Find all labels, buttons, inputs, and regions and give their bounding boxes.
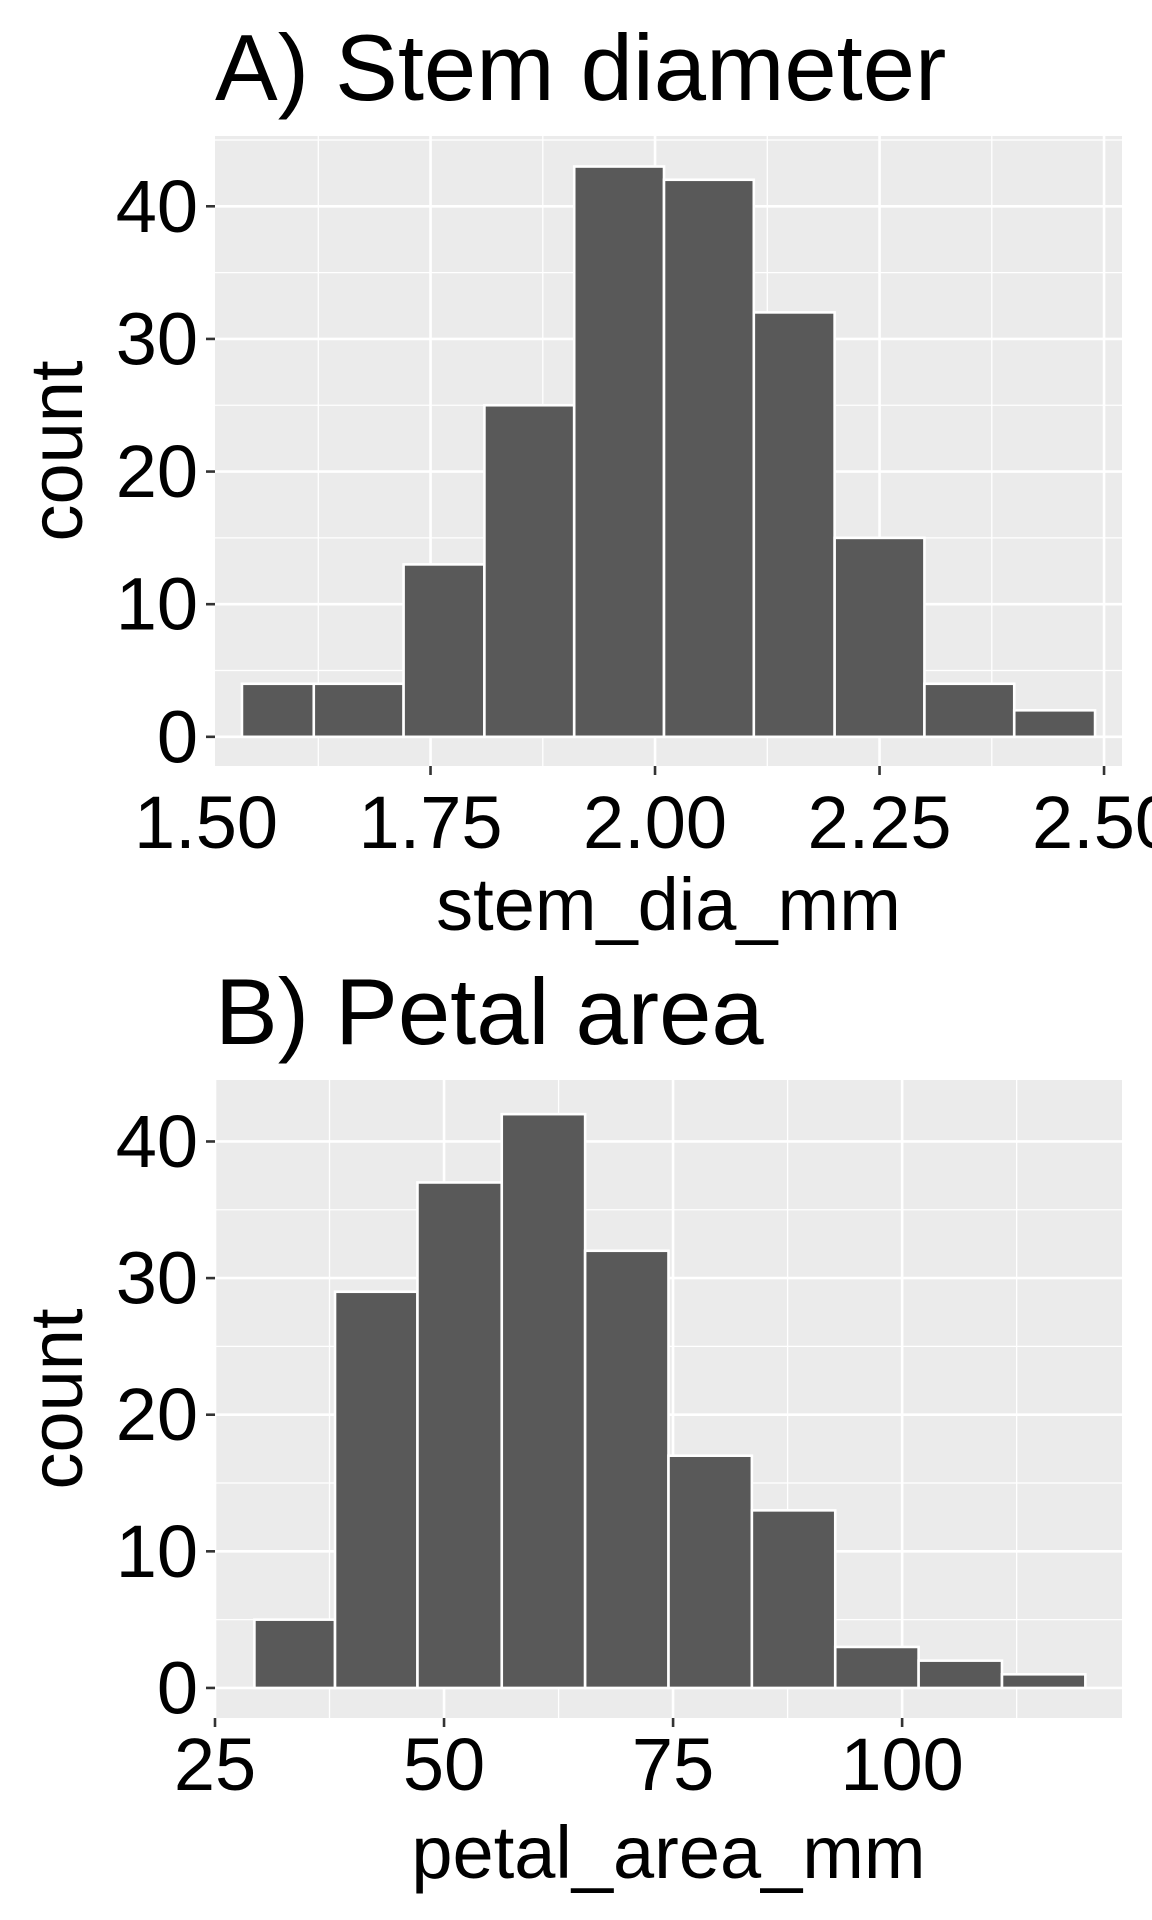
chart-2-bar-6 (667, 1454, 754, 1690)
chart-1-bar-7 (752, 311, 836, 739)
chart-1-bar-5 (572, 165, 666, 739)
chart-2-bar-5 (583, 1249, 670, 1690)
chart-1-x-tick-label: 1.50 (134, 781, 278, 864)
chart-2-bar-10 (1000, 1672, 1087, 1690)
chart-1-x-tick-label: 2.50 (1032, 781, 1152, 864)
chart-2-x-tick-label: 100 (840, 1723, 963, 1806)
chart-2-x-tick-label: 25 (174, 1723, 256, 1806)
chart-1-y-tick-label: 40 (116, 165, 198, 248)
chart-1-bar-3 (402, 563, 486, 739)
chart-1-y-tick-label: 30 (116, 297, 198, 380)
chart-2-x-tick-label: 50 (403, 1723, 485, 1806)
chart-1-bar-4 (483, 403, 576, 739)
chart-1-bar-8 (833, 536, 926, 739)
chart-1-x-tick-label: 1.75 (359, 781, 503, 864)
chart-1-y-axis-title: count (15, 360, 98, 541)
chart-2-y-tick-label: 0 (157, 1646, 198, 1729)
chart-1-y-tick-label: 0 (157, 695, 198, 778)
chart-1-x-axis-title: stem_dia_mm (436, 863, 901, 946)
chart-1-bar-6 (662, 178, 756, 739)
chart-1-x-tick-label: 2.25 (808, 781, 952, 864)
chart-1-y-tick-label: 10 (116, 563, 198, 646)
chart-2-bar-1 (253, 1618, 337, 1690)
chart-2-x-tick-label: 75 (632, 1723, 714, 1806)
chart-1-title: A) Stem diameter (215, 15, 946, 120)
chart-2-y-tick-label: 20 (116, 1373, 198, 1456)
chart-1-y-tick-label: 20 (116, 430, 198, 513)
chart-2-title: B) Petal area (215, 959, 764, 1064)
chart-2-y-tick-label: 30 (116, 1237, 198, 1320)
chart-2-bar-3 (416, 1181, 504, 1690)
chart-1-x-tick-label: 2.00 (583, 781, 727, 864)
chart-1-bar-1 (240, 682, 316, 739)
chart-2-bar-8 (833, 1645, 920, 1690)
chart-2-x-axis-title: petal_area_mm (411, 1811, 925, 1894)
chart-1-bar-2 (312, 682, 405, 739)
chart-2-bar-9 (917, 1659, 1004, 1690)
chart-2-y-tick-label: 10 (116, 1510, 198, 1593)
chart-2-y-tick-label: 40 (116, 1100, 198, 1183)
chart-2-y-axis-title: count (15, 1308, 98, 1489)
chart-2-bar-7 (750, 1509, 837, 1690)
chart-2-bar-2 (333, 1290, 419, 1690)
chart-1-bar-10 (1012, 708, 1097, 739)
chart-1-bar-9 (923, 682, 1016, 739)
chart-2-bar-4 (500, 1112, 587, 1690)
